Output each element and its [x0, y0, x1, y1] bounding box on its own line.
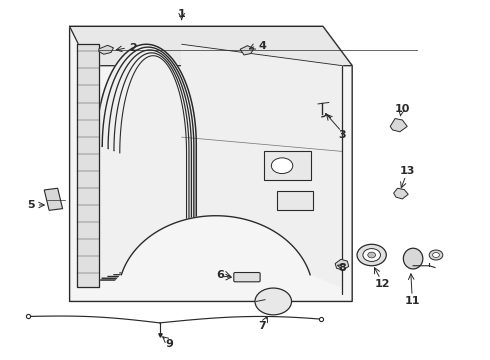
Text: 11: 11: [404, 296, 420, 306]
Polygon shape: [390, 118, 407, 132]
Circle shape: [357, 244, 386, 266]
FancyBboxPatch shape: [234, 273, 260, 282]
Polygon shape: [335, 259, 349, 270]
Polygon shape: [97, 44, 196, 280]
Polygon shape: [393, 188, 408, 199]
Text: 3: 3: [339, 130, 346, 140]
Bar: [265, 152, 311, 180]
Bar: [277, 191, 313, 210]
Polygon shape: [70, 26, 352, 66]
Text: 10: 10: [394, 104, 410, 113]
Text: 7: 7: [258, 321, 266, 331]
Text: 5: 5: [27, 200, 34, 210]
Circle shape: [368, 252, 375, 258]
Circle shape: [271, 158, 293, 174]
Polygon shape: [240, 46, 254, 55]
Text: 9: 9: [166, 339, 173, 349]
Circle shape: [433, 252, 440, 257]
Ellipse shape: [255, 288, 292, 315]
Polygon shape: [77, 44, 99, 287]
Polygon shape: [109, 216, 343, 294]
Bar: [44, 188, 63, 210]
Text: 1: 1: [178, 9, 186, 18]
Text: 8: 8: [339, 262, 346, 273]
Polygon shape: [70, 26, 352, 301]
Text: 12: 12: [375, 279, 391, 289]
Polygon shape: [182, 44, 343, 294]
Ellipse shape: [403, 248, 423, 269]
Text: 2: 2: [129, 43, 137, 53]
Polygon shape: [99, 45, 114, 54]
Circle shape: [363, 249, 380, 261]
Circle shape: [429, 250, 443, 260]
Text: 4: 4: [258, 41, 266, 51]
Text: 6: 6: [217, 270, 224, 280]
Text: 13: 13: [399, 166, 415, 176]
